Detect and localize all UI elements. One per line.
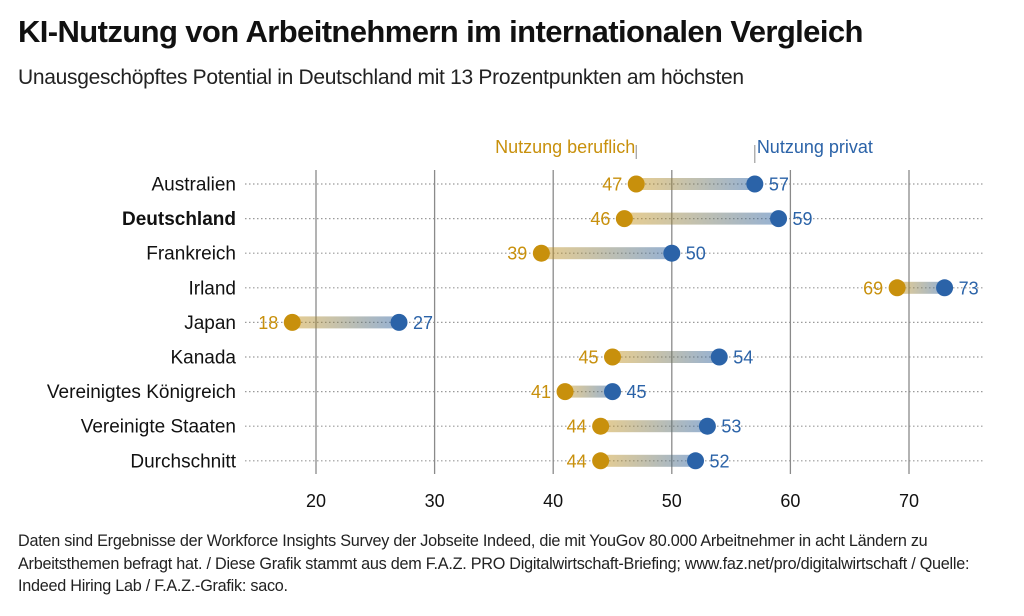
- point-beruflich: [556, 383, 574, 401]
- range-bar: [600, 454, 696, 467]
- data-row: Frankreich 39 50: [146, 244, 706, 265]
- point-beruflich: [592, 417, 610, 435]
- range-bar: [541, 247, 672, 260]
- value-label-privat: 50: [686, 244, 706, 264]
- point-beruflich: [604, 348, 621, 366]
- category-label: Japan: [184, 313, 236, 334]
- x-tick-label: 70: [899, 491, 919, 511]
- category-label: Kanada: [170, 348, 236, 369]
- data-row: Japan 18 27: [184, 313, 433, 334]
- point-privat: [604, 383, 621, 401]
- legend: Nutzung beruflich Nutzung privat: [495, 137, 873, 163]
- x-axis: 20 30 40 50 60 70: [306, 491, 919, 511]
- point-privat: [663, 244, 681, 262]
- point-beruflich: [888, 279, 906, 297]
- point-privat: [770, 210, 788, 228]
- value-label-beruflich: 44: [567, 451, 587, 471]
- data-row: Durchschnitt 44 52: [130, 451, 729, 472]
- category-label: Australien: [152, 175, 237, 196]
- category-label: Vereinigtes Königreich: [47, 382, 236, 403]
- rows-layer: Australien 47 57 Deutschland 46 59 Frankreich 3…: [47, 175, 979, 473]
- category-label: Durchschnitt: [130, 451, 236, 472]
- category-label: Vereinigte Staaten: [81, 417, 236, 438]
- data-row: Irland 69 73: [188, 278, 978, 299]
- point-privat: [710, 348, 728, 366]
- point-beruflich: [627, 175, 645, 193]
- point-privat: [746, 175, 764, 193]
- value-label-privat: 59: [793, 209, 813, 229]
- point-privat: [698, 417, 716, 435]
- value-label-beruflich: 45: [578, 348, 598, 368]
- x-tick-label: 30: [425, 491, 445, 511]
- point-beruflich: [532, 244, 550, 262]
- data-row: Vereinigtes Königreich 41 45: [47, 382, 647, 403]
- range-bar: [624, 212, 779, 225]
- value-label-privat: 52: [710, 451, 730, 471]
- range-bar: [897, 281, 945, 294]
- point-beruflich: [615, 210, 633, 228]
- x-tick-label: 20: [306, 491, 326, 511]
- value-label-beruflich: 41: [531, 382, 551, 402]
- data-row: Kanada 45 54: [170, 348, 753, 369]
- value-label-privat: 45: [627, 382, 647, 402]
- value-label-beruflich: 46: [590, 209, 610, 229]
- value-label-privat: 73: [959, 278, 979, 298]
- legend-label-privat: Nutzung privat: [757, 137, 873, 157]
- point-privat: [687, 452, 705, 470]
- point-beruflich: [283, 313, 301, 331]
- value-label-beruflich: 47: [602, 175, 622, 195]
- value-label-beruflich: 44: [567, 417, 587, 437]
- chart-subtitle: Unausgeschöpftes Potential in Deutschlan…: [18, 66, 744, 89]
- data-row: Australien 47 57: [152, 175, 789, 196]
- value-label-privat: 27: [413, 313, 433, 333]
- value-label-beruflich: 18: [258, 313, 278, 333]
- x-tick-label: 50: [662, 491, 682, 511]
- value-label-privat: 53: [721, 417, 741, 437]
- data-row: Vereinigte Staaten 44 53: [81, 417, 742, 438]
- category-label: Frankreich: [146, 244, 236, 265]
- range-bar: [612, 351, 720, 363]
- value-label-privat: 54: [733, 348, 753, 368]
- range-bar: [292, 316, 400, 329]
- legend-label-beruflich: Nutzung beruflich: [495, 137, 635, 157]
- x-tick-label: 60: [780, 491, 800, 511]
- value-label-beruflich: 69: [863, 278, 883, 298]
- category-label: Irland: [188, 278, 236, 299]
- range-bar: [636, 178, 755, 190]
- point-privat: [936, 279, 954, 297]
- data-row: Deutschland 46 59: [122, 209, 813, 230]
- value-label-beruflich: 39: [507, 244, 527, 264]
- value-label-privat: 57: [769, 175, 789, 195]
- point-privat: [390, 313, 408, 331]
- x-tick-label: 40: [543, 491, 563, 511]
- point-beruflich: [592, 452, 610, 470]
- range-bar: [600, 420, 708, 433]
- grid-layer: [245, 170, 985, 474]
- range-bar: [565, 385, 613, 398]
- category-label: Deutschland: [122, 209, 236, 230]
- chart-title: KI-Nutzung von Arbeitnehmern im internat…: [18, 14, 863, 49]
- source-note: Daten sind Ergebnisse der Workforce Insi…: [18, 532, 970, 595]
